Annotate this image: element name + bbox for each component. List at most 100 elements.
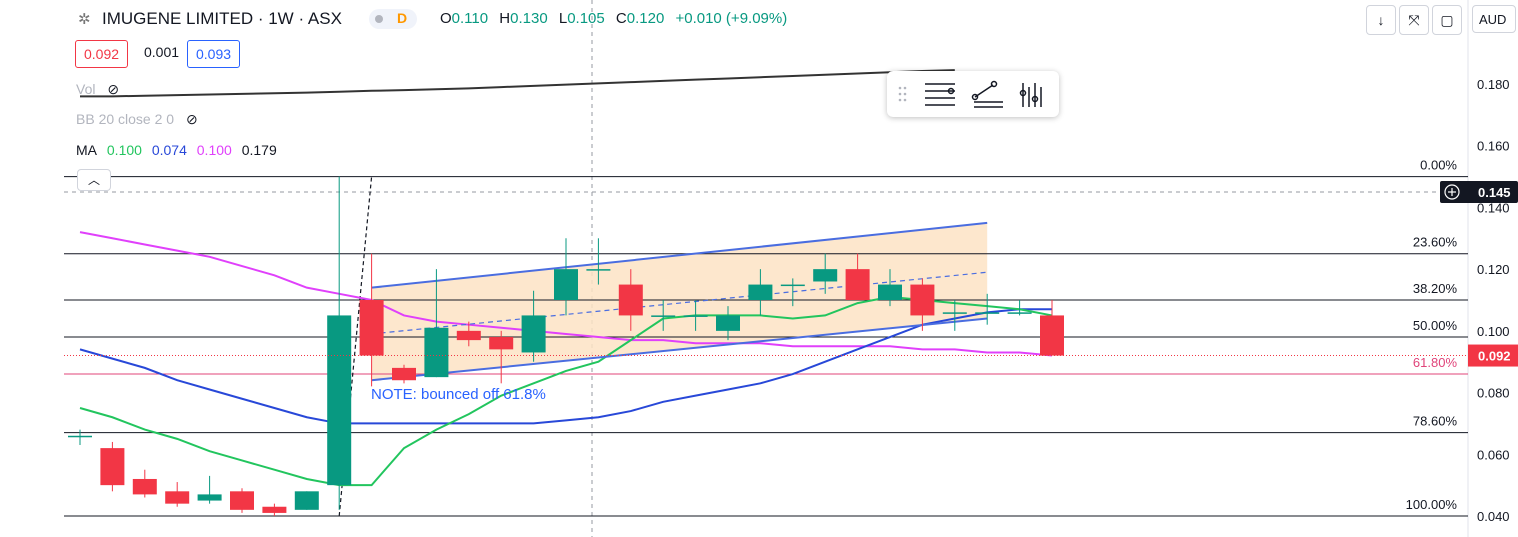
ohlc-value: 0.105 — [567, 10, 605, 27]
ma-long-value: 0.179 — [241, 142, 277, 158]
last-price-label: 0.092 — [1478, 349, 1511, 364]
candle-body[interactable] — [554, 269, 578, 300]
fib-level-label: 61.80% — [1413, 355, 1458, 370]
expand-icon: ⤧ — [1408, 12, 1420, 28]
candle-body[interactable] — [132, 478, 157, 495]
candle-body[interactable] — [262, 506, 287, 513]
channel-mid-line[interactable] — [371, 271, 988, 335]
candle-body[interactable] — [165, 491, 190, 504]
candle-body[interactable] — [392, 367, 416, 381]
ohlc-readout: O0.110 H0.130 L0.105 C0.120 +0.010 (+9.0… — [440, 10, 794, 27]
last-price-box — [1468, 344, 1518, 367]
line-tool-icon[interactable] — [971, 80, 1004, 108]
spread-value: 0.001 — [144, 44, 180, 60]
y-axis-tick-label: 0.120 — [1477, 262, 1510, 277]
channel-lower-line[interactable] — [371, 317, 988, 382]
candle-body[interactable] — [878, 284, 902, 300]
chart-annotation: NOTE: bounced off 61.8% — [371, 386, 546, 403]
delay-badge[interactable]: D — [369, 9, 417, 29]
candle-body[interactable] — [586, 269, 611, 271]
candle-body[interactable] — [942, 312, 967, 314]
volume-label: Vol — [76, 81, 96, 97]
candle-body[interactable] — [1007, 312, 1032, 314]
candle-body[interactable] — [456, 330, 481, 341]
volume-indicator-label[interactable]: Vol ⊘ — [76, 81, 119, 98]
fib-level-label: 78.60% — [1413, 414, 1458, 429]
candle-body[interactable] — [780, 284, 805, 287]
ma-indicator-label[interactable]: MA 0.100 0.074 0.100 0.179 — [76, 142, 283, 158]
restore-button[interactable]: ▢ — [1432, 5, 1462, 35]
channel-upper-line[interactable] — [371, 221, 988, 289]
candle-body[interactable] — [1040, 315, 1064, 356]
ma-label: MA — [76, 142, 97, 158]
ohlc-value: 0.130 — [510, 10, 548, 27]
chevron-up-icon: ︿ — [87, 173, 100, 187]
ohlc-key: L — [558, 10, 568, 27]
ask-price-button[interactable]: 0.093 — [187, 40, 241, 68]
ohlc-key: H — [499, 10, 511, 27]
candle-body[interactable] — [424, 327, 449, 378]
fib-level-label: 0.00% — [1420, 158, 1457, 173]
candle-body[interactable] — [975, 312, 1000, 314]
symbol-title[interactable]: IMUGENE LIMITED · 1W · ASX — [102, 9, 342, 28]
symbol-logo-icon: ✲ — [78, 11, 91, 28]
candle-body[interactable] — [230, 491, 254, 510]
bb-label: BB 20 close 2 0 — [76, 111, 175, 127]
candle-body[interactable] — [618, 284, 643, 316]
fib-level-label: 23.60% — [1413, 235, 1458, 250]
candle-body[interactable] — [100, 448, 125, 486]
candle-body[interactable] — [68, 435, 92, 438]
ohlc-change: +0.010 (+9.09%) — [675, 10, 788, 27]
y-axis-tick-label: 0.180 — [1477, 77, 1510, 92]
fib-level-label: 50.00% — [1413, 318, 1458, 333]
drag-handle-icon[interactable] — [898, 86, 907, 102]
ma-mid-value: 0.074 — [151, 142, 187, 158]
currency-selector[interactable]: AUD — [1472, 5, 1516, 33]
y-axis-tick-label: 0.140 — [1477, 200, 1510, 215]
ma-long-line[interactable] — [80, 69, 955, 98]
indicator-settings-icon[interactable] — [1019, 83, 1042, 107]
candle-body[interactable] — [489, 337, 514, 350]
collapse-legend-button[interactable]: ︿ — [77, 169, 111, 191]
bb-indicator-label[interactable]: BB 20 close 2 0 ⊘ — [76, 111, 198, 128]
ohlc-key: C — [615, 10, 627, 27]
y-axis-tick-label: 0.100 — [1477, 324, 1510, 339]
arrow-down-button[interactable]: ↓ — [1366, 5, 1396, 35]
candle-body[interactable] — [748, 284, 773, 300]
ohlc-value: 0.120 — [626, 10, 665, 27]
ohlc-value: 0.110 — [451, 10, 489, 27]
candle-body[interactable] — [651, 315, 676, 317]
bid-price-button[interactable]: 0.092 — [75, 40, 129, 68]
y-axis-tick-label: 0.160 — [1477, 139, 1510, 154]
candle-body[interactable] — [813, 269, 838, 282]
square-icon: ▢ — [1440, 12, 1454, 28]
candle-body[interactable] — [521, 315, 546, 353]
candle-body[interactable] — [359, 300, 384, 356]
y-axis-tick-label: 0.060 — [1477, 447, 1510, 462]
fib-level-label: 38.20% — [1413, 281, 1458, 296]
candle-body[interactable] — [327, 315, 352, 486]
add-alert-icon[interactable] — [1444, 184, 1460, 200]
ma-slow-value: 0.100 — [196, 142, 232, 158]
candle-body[interactable] — [716, 315, 740, 331]
candle-body[interactable] — [683, 315, 708, 317]
y-axis-tick-label: 0.080 — [1477, 386, 1510, 401]
arrow-down-icon: ↓ — [1377, 12, 1385, 28]
fib-level-label: 100.00% — [1406, 497, 1458, 512]
eye-hidden-icon[interactable]: ⊘ — [107, 81, 120, 97]
maximize-button[interactable]: ⤧ — [1399, 5, 1429, 35]
eye-hidden-icon[interactable]: ⊘ — [185, 111, 198, 127]
ma-slow-line[interactable] — [79, 231, 1053, 357]
candle-body[interactable] — [845, 269, 870, 300]
y-axis-tick-label: 0.040 — [1477, 509, 1510, 524]
candle-body[interactable] — [910, 284, 935, 316]
ma-mid-line[interactable] — [79, 308, 1052, 425]
crosshair-price-box — [1440, 181, 1518, 203]
ohlc-key: O — [440, 10, 452, 27]
fib-settings-icon[interactable] — [925, 83, 955, 106]
candle-body[interactable] — [197, 494, 222, 501]
crosshair-price-label: 0.145 — [1478, 185, 1511, 200]
drawing-toolbar — [887, 71, 1059, 117]
candle-body[interactable] — [294, 491, 319, 510]
